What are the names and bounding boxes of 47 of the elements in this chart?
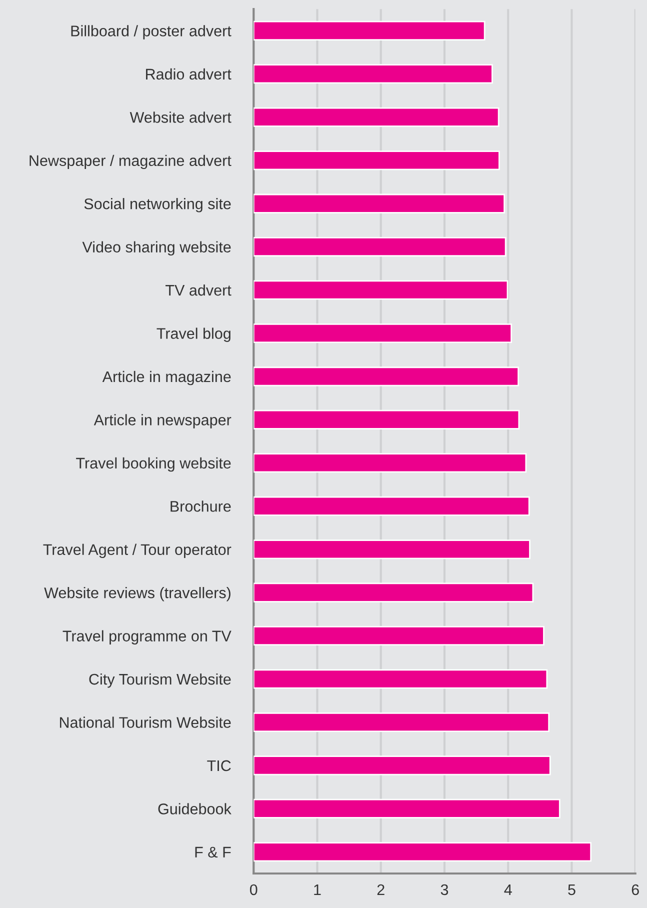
y-tick-label: Billboard / poster advert: [71, 25, 232, 40]
y-tick-label: TIC: [207, 760, 231, 772]
bar: [254, 410, 520, 430]
y-tick-label: Article in newspaper: [94, 414, 232, 428]
bar: [254, 150, 500, 170]
bar: [254, 453, 527, 473]
y-tick-label: Travel booking website: [76, 457, 231, 472]
y-tick-label: Travel blog: [156, 328, 230, 342]
x-tick-label: 5: [568, 884, 576, 896]
y-tick-label: Brochure: [170, 500, 231, 512]
y-tick-label: Video sharing website: [82, 241, 231, 256]
x-tick-label: 3: [440, 884, 448, 896]
bar: [254, 237, 506, 257]
y-tick-label: Guidebook: [158, 803, 232, 814]
y-tick-label: Travel programme on TV: [62, 630, 232, 644]
bar: [254, 626, 544, 646]
bar: [254, 582, 534, 602]
y-tick-label: Article in magazine: [102, 370, 231, 386]
x-tick-label: 6: [632, 884, 639, 896]
y-tick-label: National Tourism Website: [60, 716, 231, 728]
y-tick-label: F & F: [195, 846, 231, 858]
bar: [254, 798, 560, 818]
y-tick-label: Website advert: [130, 112, 232, 123]
x-tick-label: 4: [504, 884, 512, 895]
x-tick-label: 2: [377, 884, 384, 895]
bar: [254, 64, 493, 84]
bar: [254, 496, 530, 516]
bar: [254, 366, 519, 386]
bar: [254, 280, 508, 300]
bar: [254, 194, 505, 214]
x-tick-label: 1: [314, 884, 321, 895]
bar: [254, 669, 548, 689]
x-tick-label: 0: [250, 884, 258, 896]
y-tick-label: Website reviews (travellers): [44, 587, 230, 602]
y-tick-label: Travel Agent / Tour operator: [43, 544, 232, 558]
bar: [254, 20, 486, 40]
bar: [254, 712, 550, 732]
bar: [254, 107, 500, 127]
y-tick-label: Social networking site: [84, 198, 231, 212]
bar: [254, 842, 592, 862]
bar: [254, 540, 530, 560]
bar: [254, 756, 551, 776]
y-tick-label: Radio advert: [146, 68, 232, 80]
y-tick-label: Newspaper / magazine advert: [30, 154, 232, 170]
y-tick-label: City Tourism Website: [89, 673, 231, 688]
bar: [254, 323, 512, 344]
y-tick-label: TV advert: [166, 284, 232, 296]
